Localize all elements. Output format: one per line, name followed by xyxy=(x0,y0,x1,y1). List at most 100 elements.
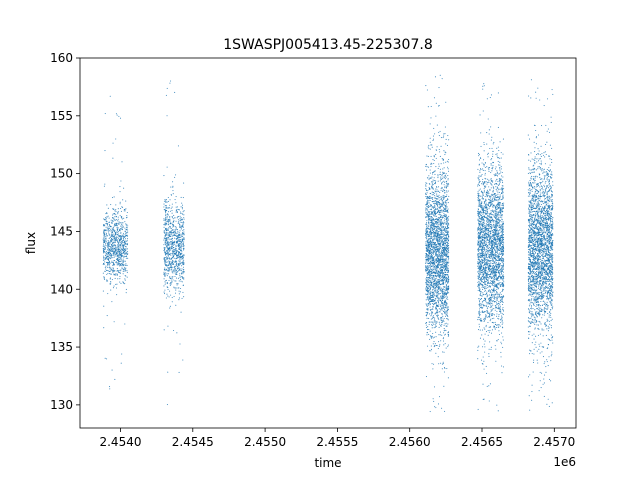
data-point xyxy=(107,249,109,251)
data-point xyxy=(433,202,435,204)
data-point xyxy=(425,266,427,268)
data-point xyxy=(105,240,107,242)
data-point xyxy=(443,385,445,387)
data-point xyxy=(167,229,169,232)
data-point xyxy=(425,193,427,196)
data-point xyxy=(435,166,437,168)
data-point xyxy=(427,217,429,219)
data-point xyxy=(425,231,427,233)
data-point xyxy=(426,312,428,314)
data-point xyxy=(124,245,126,248)
data-point xyxy=(425,255,427,257)
data-point xyxy=(431,269,433,272)
data-point xyxy=(179,218,181,220)
data-point xyxy=(117,220,119,222)
data-point xyxy=(111,238,113,240)
data-point xyxy=(442,272,444,274)
data-point xyxy=(490,159,492,161)
data-point xyxy=(426,314,428,316)
data-point xyxy=(439,273,441,275)
data-point xyxy=(446,233,448,235)
data-point xyxy=(444,306,446,308)
data-point xyxy=(478,189,480,191)
data-point xyxy=(439,287,441,289)
data-point xyxy=(430,337,432,339)
data-point xyxy=(176,271,178,273)
data-point xyxy=(429,237,432,239)
data-point xyxy=(439,311,441,313)
data-point xyxy=(439,237,441,239)
data-point xyxy=(176,261,178,263)
data-point xyxy=(166,282,169,284)
data-point xyxy=(435,294,437,296)
data-point xyxy=(443,133,445,135)
data-point xyxy=(488,348,490,350)
data-point xyxy=(430,232,432,234)
data-point xyxy=(172,263,174,265)
data-point xyxy=(165,297,167,299)
data-point xyxy=(103,224,105,226)
data-point xyxy=(429,250,432,252)
data-point xyxy=(438,363,440,365)
data-point xyxy=(430,273,432,275)
data-point xyxy=(441,295,443,297)
data-point xyxy=(177,234,179,237)
data-point xyxy=(436,294,438,296)
data-point xyxy=(444,311,446,313)
data-point xyxy=(102,249,105,251)
data-point xyxy=(445,143,447,145)
data-point xyxy=(441,205,443,207)
data-point xyxy=(180,225,182,227)
data-point xyxy=(436,226,438,229)
data-point xyxy=(443,195,445,197)
data-point xyxy=(428,200,430,202)
data-point xyxy=(173,214,175,217)
data-point xyxy=(441,301,443,304)
data-point xyxy=(444,228,446,230)
data-point xyxy=(170,263,173,265)
data-point xyxy=(110,230,112,232)
data-point xyxy=(437,273,439,275)
data-point xyxy=(436,124,438,126)
data-point xyxy=(118,237,120,239)
data-point xyxy=(116,228,118,230)
data-point xyxy=(448,250,450,252)
data-point xyxy=(103,255,105,257)
data-point xyxy=(106,220,108,222)
data-point xyxy=(117,251,119,253)
data-point xyxy=(441,250,443,252)
data-point xyxy=(111,242,113,244)
data-point xyxy=(182,233,184,235)
data-point xyxy=(112,264,114,266)
data-point xyxy=(125,228,127,231)
data-point xyxy=(426,155,428,157)
data-point xyxy=(439,261,441,263)
data-point xyxy=(111,260,113,262)
data-point xyxy=(426,235,428,237)
data-point xyxy=(443,233,445,235)
data-point xyxy=(443,202,445,204)
data-point xyxy=(172,221,175,223)
data-point xyxy=(444,268,446,271)
data-point xyxy=(103,235,105,237)
data-point xyxy=(113,248,115,250)
data-point xyxy=(165,207,167,209)
data-point xyxy=(115,216,117,218)
data-point xyxy=(438,105,440,107)
data-point xyxy=(495,301,497,303)
data-point xyxy=(446,277,448,279)
data-point xyxy=(490,203,492,205)
data-point xyxy=(428,219,430,221)
data-point xyxy=(445,205,447,207)
data-point xyxy=(425,260,427,262)
data-point xyxy=(164,205,166,207)
data-point xyxy=(438,233,440,235)
data-point xyxy=(178,253,180,255)
data-point xyxy=(427,198,429,200)
data-point xyxy=(435,250,437,252)
data-point xyxy=(440,173,442,175)
data-point xyxy=(118,269,120,272)
data-point xyxy=(116,294,118,296)
data-point xyxy=(105,236,107,238)
data-point xyxy=(429,261,431,263)
